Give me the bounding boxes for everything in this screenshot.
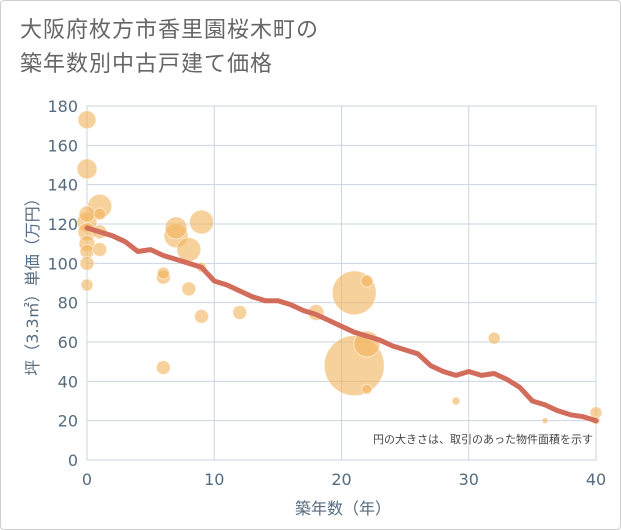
bubble-point bbox=[93, 207, 107, 221]
y-tick-label: 20 bbox=[58, 412, 78, 431]
bubble-point bbox=[79, 255, 95, 271]
bubble-point bbox=[164, 216, 188, 240]
y-tick-label: 120 bbox=[47, 215, 78, 234]
y-tick-label: 0 bbox=[68, 451, 78, 470]
bubble-point bbox=[451, 396, 461, 406]
x-tick-label: 10 bbox=[204, 470, 224, 489]
bubble-point bbox=[156, 266, 170, 280]
bubble-layer bbox=[76, 110, 603, 426]
trend-layer bbox=[84, 225, 599, 424]
bubble-point bbox=[92, 242, 108, 258]
bubble-point bbox=[232, 305, 248, 320]
x-tick-label: 20 bbox=[331, 470, 351, 489]
x-axis-label: 築年数（年） bbox=[295, 499, 391, 518]
bubble-point bbox=[155, 360, 171, 376]
y-tick-label: 60 bbox=[58, 333, 78, 352]
bubble-point bbox=[487, 331, 501, 345]
y-axis-label: 坪（3.3㎡）単価（万円） bbox=[23, 190, 42, 375]
chart-title-line1: 大阪府枚方市香里園桜木町の bbox=[20, 18, 320, 43]
y-tick-label: 40 bbox=[58, 372, 78, 391]
y-tick-label: 80 bbox=[58, 294, 78, 313]
bubble-point bbox=[361, 383, 373, 395]
bubble-point bbox=[189, 209, 215, 235]
bubble-point bbox=[176, 237, 202, 263]
chart-title-line2: 築年数別中古戸建て価格 bbox=[20, 52, 274, 77]
size-annotation: 円の大きさは、取引のあった物件面積を示す bbox=[373, 432, 593, 446]
x-tick-label: 30 bbox=[459, 470, 479, 489]
x-tick-label: 0 bbox=[82, 470, 92, 489]
y-tick-label: 140 bbox=[47, 176, 78, 195]
bubble-point bbox=[80, 278, 94, 292]
bubble-point bbox=[194, 308, 210, 324]
tick-labels: 0 20 40 60 80 100 120 140 160 180 0 10 20 30 40 bbox=[47, 97, 606, 489]
bubble-point bbox=[78, 205, 96, 223]
chart-title: 大阪府枚方市香里園桜木町の 築年数別中古戸建て価格 bbox=[20, 14, 319, 82]
bubble-point bbox=[77, 110, 97, 130]
bubble-point bbox=[76, 158, 98, 180]
y-tick-label: 180 bbox=[47, 97, 78, 116]
y-tick-label: 160 bbox=[47, 136, 78, 155]
bubble-point bbox=[541, 417, 549, 425]
y-tick-label: 100 bbox=[47, 254, 78, 273]
bubble-point bbox=[181, 281, 197, 297]
trend-line bbox=[84, 225, 599, 424]
bubble-point bbox=[360, 274, 374, 288]
x-tick-label: 40 bbox=[586, 470, 606, 489]
